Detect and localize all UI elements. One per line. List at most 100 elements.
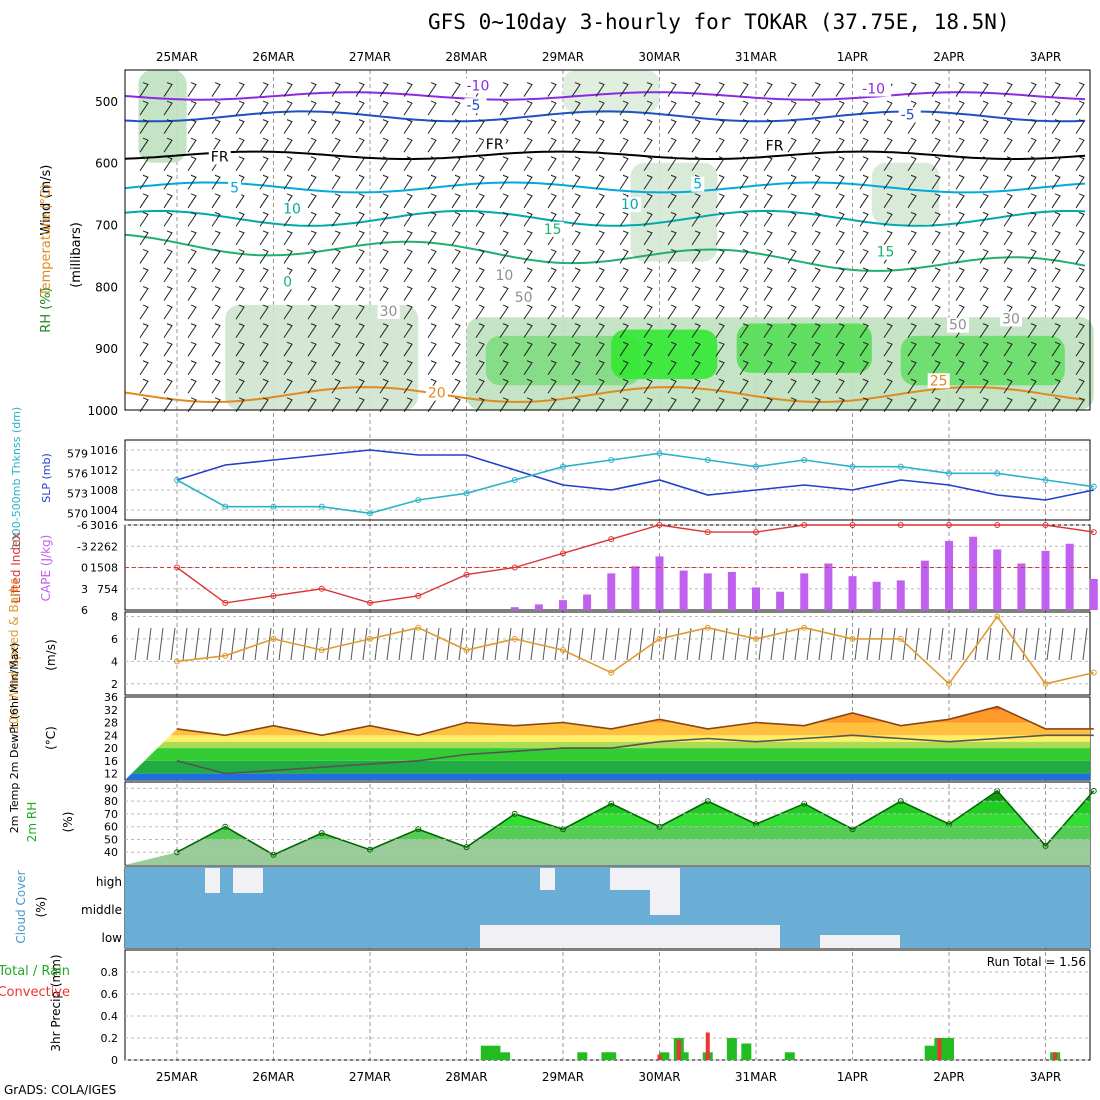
- ytick-label: 0.2: [101, 1032, 119, 1045]
- ytick-label: 900: [95, 342, 118, 356]
- wind-barb: [1027, 248, 1037, 264]
- wind-barb: [1003, 119, 1013, 134]
- wind-barb: [818, 627, 824, 661]
- wind-barb: [1003, 211, 1013, 227]
- wind-barb: [691, 323, 701, 338]
- wind-barb: [859, 137, 869, 153]
- wind-barb: [1027, 286, 1037, 301]
- wind-barb: [211, 360, 221, 376]
- cape-bar: [993, 549, 1002, 610]
- thickness-line-point: [1042, 477, 1049, 483]
- wind-barb: [355, 82, 365, 97]
- wind-barb: [859, 248, 869, 264]
- wind-barb: [523, 100, 533, 116]
- wind-barb: [427, 100, 437, 116]
- panel-frame: [124, 69, 1091, 411]
- wind-barb: [1051, 286, 1061, 301]
- wind-barb: [619, 378, 629, 394]
- ytick-label: 754: [97, 583, 118, 596]
- contour-label: 15: [877, 245, 895, 261]
- wind-barb: [403, 397, 413, 413]
- wind-barb: [355, 100, 365, 116]
- run-total: Run Total = 1.56: [987, 955, 1086, 969]
- wind-barb: [451, 156, 461, 172]
- lifted-index-point: [222, 599, 229, 606]
- wind-barb: [739, 193, 749, 209]
- thickness-line-point: [1090, 483, 1097, 490]
- wind-barb: [955, 267, 965, 283]
- temperature-contour: [124, 233, 1086, 272]
- wind-barb: [451, 137, 461, 153]
- rh-line-point: [897, 798, 904, 805]
- contour-label: 25: [930, 373, 948, 389]
- wind-barb: [307, 100, 317, 116]
- wind-speed-line-point: [270, 635, 277, 642]
- li-tick: 3: [81, 583, 88, 596]
- wind-barb: [283, 341, 293, 357]
- wind-barb: [1003, 397, 1013, 413]
- wind-barb: [902, 627, 908, 661]
- wind-barb: [451, 100, 461, 116]
- wind-barb: [883, 230, 893, 246]
- wind-barb: [403, 378, 413, 394]
- wind-barb: [187, 304, 197, 320]
- wind-barb: [283, 304, 293, 320]
- wind-barb: [475, 378, 485, 394]
- temp-band: [125, 760, 1090, 774]
- wind-barb: [451, 174, 461, 190]
- li-axis-label: Lifted Index: [9, 533, 23, 604]
- wind-barb: [715, 378, 725, 394]
- wind-barb: [566, 627, 572, 661]
- ytick-label: 80: [104, 795, 118, 808]
- wind-barb: [950, 627, 956, 661]
- cape-bar: [872, 581, 881, 610]
- wind-speed-line-point: [174, 658, 180, 665]
- wind-barb: [643, 323, 653, 338]
- wind-barb: [602, 627, 608, 661]
- cape-bar: [969, 536, 978, 610]
- wind-barb: [163, 119, 173, 134]
- wind-barb: [331, 137, 341, 153]
- wind-barb: [835, 174, 845, 190]
- wind-barb: [523, 156, 533, 172]
- ytick-label: 2: [111, 678, 118, 691]
- wind-barb: [674, 627, 680, 661]
- cape-bar: [920, 560, 929, 610]
- wind-barb: [859, 397, 869, 413]
- wind-barb: [211, 193, 221, 209]
- ytick-label: 16: [104, 755, 118, 768]
- wind-barb: [667, 211, 677, 227]
- wind-barb: [1075, 397, 1085, 413]
- wind-barb: [979, 378, 989, 394]
- wind-barb: [883, 137, 893, 153]
- wind-barb: [859, 100, 869, 116]
- wind-barb: [907, 360, 917, 376]
- wind-barb: [787, 100, 797, 116]
- wind-barb: [163, 286, 173, 301]
- wind-barb: [403, 211, 413, 227]
- wind-barb: [235, 119, 245, 134]
- wind-barb: [163, 378, 173, 394]
- wind-barb: [643, 267, 653, 283]
- wind-barb: [811, 156, 821, 172]
- wind-barb: [379, 323, 389, 338]
- date-label-bottom: 2APR: [933, 1070, 964, 1084]
- contour-label-bg: [228, 180, 242, 196]
- wind-barb: [979, 397, 989, 413]
- wind-barb: [134, 627, 140, 661]
- wind-barb: [571, 119, 581, 134]
- wind-barb: [643, 304, 653, 320]
- wind-barb: [1075, 360, 1085, 376]
- date-label-top: 1APR: [837, 50, 868, 64]
- wind-barb: [571, 397, 581, 413]
- wind-barb: [866, 627, 872, 661]
- wind-barb: [331, 211, 341, 227]
- wind-barb: [859, 267, 869, 283]
- thickness-line-point: [849, 463, 856, 470]
- contour-label-bg: [281, 201, 304, 217]
- convective-bar: [705, 1032, 710, 1060]
- thickness-line-point: [222, 503, 229, 510]
- contour-label: -10: [862, 81, 885, 97]
- wind-barb: [499, 193, 509, 209]
- wind-barb: [979, 156, 989, 172]
